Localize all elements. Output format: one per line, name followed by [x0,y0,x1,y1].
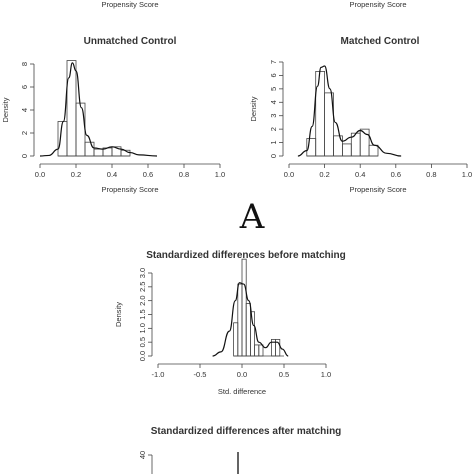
y-tick-label: 1.5 [138,309,147,319]
chart-title: Standardized differences after matching [151,426,342,437]
top-xlabel-left: Propensity Score [101,0,158,9]
chart-title: Unmatched Control [84,36,177,47]
y-tick-label: 3.0 [138,268,147,278]
y-tick-label: 7 [269,60,278,64]
x-tick-label: 0.8 [179,170,189,179]
y-tick-label: 0.5 [138,337,147,347]
histogram-bar [75,102,86,157]
x-tick-label: -0.5 [194,370,207,379]
y-tick-label: 2 [269,127,278,131]
histogram-bar [254,344,260,357]
x-tick-label: 0.0 [237,370,247,379]
x-tick-label: 1.0 [215,170,225,179]
unmatched-control-histogram: Unmatched Control 0 2 4 6 8 Density 0.0 0.2 0.4 0.… [1,36,225,194]
y-tick-label: 0 [20,154,29,158]
histogram-bar [368,144,379,157]
y-tick-label: 8 [20,62,29,66]
histogram-bar [84,141,95,157]
chart-title: Matched Control [341,36,420,47]
histogram-bar [359,128,370,157]
matched-control-histogram: Matched Control 0 1 2 3 4 5 6 7 Density 0.0 0.2 0.4 0… [249,36,472,194]
histogram-bar [249,311,255,357]
histogram-bar [324,92,334,157]
chart-title: Standardized differences before matching [146,250,346,261]
y-tick-label: 3 [269,114,278,118]
y-tick-label: 40 [138,451,147,459]
histogram-bar [245,303,251,357]
x-tick-label: 0.6 [143,170,153,179]
x-tick-label: 0.8 [426,170,436,179]
density-curve [297,65,402,157]
x-axis-label: Propensity Score [349,185,406,194]
y-tick-label: 6 [20,85,29,89]
y-tick-label: 4 [20,108,29,112]
x-tick-label: 0.4 [107,170,117,179]
x-axis-label: Std. difference [218,387,266,396]
x-tick-label: 0.6 [391,170,401,179]
histogram-bar [57,121,68,157]
x-tick-label: 0.4 [355,170,365,179]
histogram-bar [66,60,77,157]
x-tick-label: -1.0 [152,370,165,379]
y-tick-label: 2.5 [138,282,147,292]
x-tick-label: 0.2 [71,170,81,179]
histogram-bar [341,143,352,157]
y-tick-label: 5 [269,87,278,91]
y-tick-label: 4 [269,100,278,104]
histogram-bar [233,322,239,357]
y-tick-label: 0.0 [138,351,147,361]
histogram-bar [237,283,243,357]
histogram-bar [315,71,326,157]
histogram-bar [241,258,247,357]
y-axis-label: Density [249,96,258,121]
x-tick-label: 0.0 [284,170,294,179]
std-diff-after-histogram: Standardized differences after matching2… [138,426,341,474]
y-tick-label: 1 [269,140,278,144]
y-tick-label: 1.0 [138,323,147,333]
x-axis-label: Propensity Score [101,185,158,194]
y-tick-label: 6 [269,73,278,77]
top-xlabel-right: Propensity Score [349,0,406,9]
x-tick-label: 0.0 [35,170,45,179]
y-axis-label: Density [1,97,10,122]
density-curve [212,282,289,357]
x-tick-label: 1.0 [462,170,472,179]
x-tick-label: 0.2 [319,170,329,179]
histogram-bar [93,148,104,157]
std-diff-before-histogram: Standardized differences before matching… [114,250,346,396]
histogram-bar [258,344,264,357]
histogram-bar [275,338,281,357]
figure-label: A [239,197,265,237]
x-tick-label: 1.0 [321,370,331,379]
x-tick-label: 0.5 [279,370,289,379]
y-axis-label: Density [114,302,123,327]
y-tick-label: 0 [269,154,278,158]
y-tick-label: 2.0 [138,295,147,305]
y-tick-label: 2 [20,131,29,135]
density-curve [39,62,158,157]
